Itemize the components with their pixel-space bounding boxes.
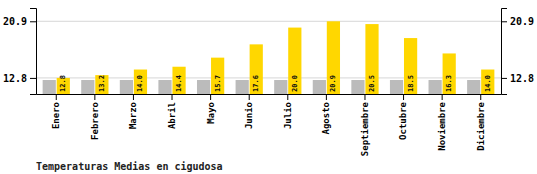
tick-label: Agosto: [321, 102, 331, 135]
y-axis: 12.8 20.9: [3, 9, 37, 95]
tick-mark: [249, 94, 250, 100]
data-label: 16.3: [445, 75, 453, 92]
bar: [95, 75, 108, 94]
data-label: 14.0: [484, 75, 492, 92]
tick-mark: [326, 94, 327, 100]
tick-label: 20.9: [3, 16, 27, 27]
bar: [236, 80, 249, 94]
tick: Diciembre: [476, 94, 486, 151]
tick: Julio: [283, 94, 293, 129]
tick-mark: [287, 94, 288, 100]
tick: Enero: [51, 94, 61, 129]
tick-mark: [480, 94, 481, 100]
x-axis: Enero Febrero Marzo Abril Mayo Junio Julio Agos…: [37, 94, 502, 156]
tick-mark: [442, 94, 443, 100]
bar: [404, 38, 417, 94]
chart: 12.8 13.2 14.0 14.4 15.7 17.6 20.0 20.9 20.5 18.5…: [0, 0, 537, 174]
data-label: 20.9: [329, 75, 337, 92]
tick-mark: [56, 94, 57, 100]
grid-line: [36, 21, 501, 22]
tick-mark: [501, 21, 507, 22]
tick: Agosto: [321, 94, 331, 135]
axis-line: [30, 9, 37, 95]
tick-label: Octubre: [398, 101, 408, 140]
bar: [158, 80, 171, 94]
tick-label: Diciembre: [476, 101, 486, 150]
bar: [351, 80, 364, 94]
tick: Abril: [167, 94, 177, 129]
data-label: 18.5: [407, 75, 415, 92]
tick-label: Marzo: [128, 102, 138, 129]
tick-mark: [210, 94, 211, 100]
bar: [429, 80, 442, 94]
bar: [467, 80, 480, 94]
tick: 12.8: [3, 73, 36, 84]
tick: Octubre: [398, 94, 408, 140]
tick: 12.8: [501, 73, 534, 84]
tick-label: Abril: [167, 102, 177, 129]
tick: 20.9: [501, 16, 534, 27]
bar: [288, 28, 301, 94]
tick-label: Noviembre: [437, 101, 447, 150]
data-label: 13.2: [98, 75, 106, 92]
tick-mark: [133, 94, 134, 100]
bar: [43, 80, 56, 94]
series: [57, 21, 495, 94]
tick-label: Febrero: [90, 102, 100, 140]
tick-mark: [94, 94, 95, 100]
bar: [313, 80, 326, 94]
bar: [134, 70, 147, 94]
bar: [81, 80, 94, 94]
bar: [197, 80, 210, 94]
bar: [365, 24, 378, 94]
bar: [443, 53, 456, 94]
data-label: 17.6: [252, 75, 260, 92]
tick-label: Julio: [283, 102, 293, 129]
data-label: 20.0: [291, 75, 299, 92]
tick-label: 20.9: [510, 16, 534, 27]
bars: [43, 21, 495, 94]
tick-mark: [30, 21, 36, 22]
bar: [481, 70, 494, 94]
tick-label: 12.8: [510, 73, 534, 84]
title: Temperaturas Medias en cigudosa: [36, 161, 223, 172]
plot: 12.8 13.2 14.0 14.4 15.7 17.6 20.0 20.9 20.5 18.5…: [3, 9, 534, 168]
data-label: 20.5: [368, 75, 376, 92]
bar: [172, 67, 185, 94]
bar: [120, 80, 133, 94]
tick-label: Septiembre: [360, 101, 370, 156]
tick-label: Enero: [51, 102, 61, 129]
data-label: 15.7: [214, 75, 222, 92]
tick-label: 12.8: [3, 73, 27, 84]
data-label: 12.8: [59, 75, 67, 92]
tick: Noviembre: [437, 94, 447, 151]
data-label: 14.4: [175, 75, 183, 92]
bar: [274, 80, 287, 94]
bar: [390, 80, 403, 94]
tick-mark: [30, 78, 36, 79]
bar: [211, 58, 224, 94]
tick: Febrero: [90, 94, 100, 140]
tick-mark: [172, 94, 173, 100]
y-axis: 12.8 20.9: [501, 9, 534, 95]
tick-mark: [364, 94, 365, 100]
tick: Junio: [244, 94, 254, 129]
tick: Mayo: [205, 94, 215, 124]
tick: 20.9: [3, 16, 36, 27]
axis-line: [502, 9, 508, 95]
tick-mark: [501, 78, 507, 79]
data-labels: 12.8 13.2 14.0 14.4 15.7 17.6 20.0 20.9 20.5 18.5…: [59, 75, 491, 92]
bar: [327, 21, 340, 94]
axis-line: [37, 94, 502, 95]
tick: Marzo: [128, 94, 138, 129]
tick-mark: [403, 94, 404, 100]
data-label: 14.0: [136, 75, 144, 92]
tick: Septiembre: [360, 94, 370, 156]
bar: [250, 44, 263, 94]
grid: [36, 21, 501, 78]
tick-label: Mayo: [205, 102, 215, 124]
tick-label: Junio: [244, 102, 254, 129]
